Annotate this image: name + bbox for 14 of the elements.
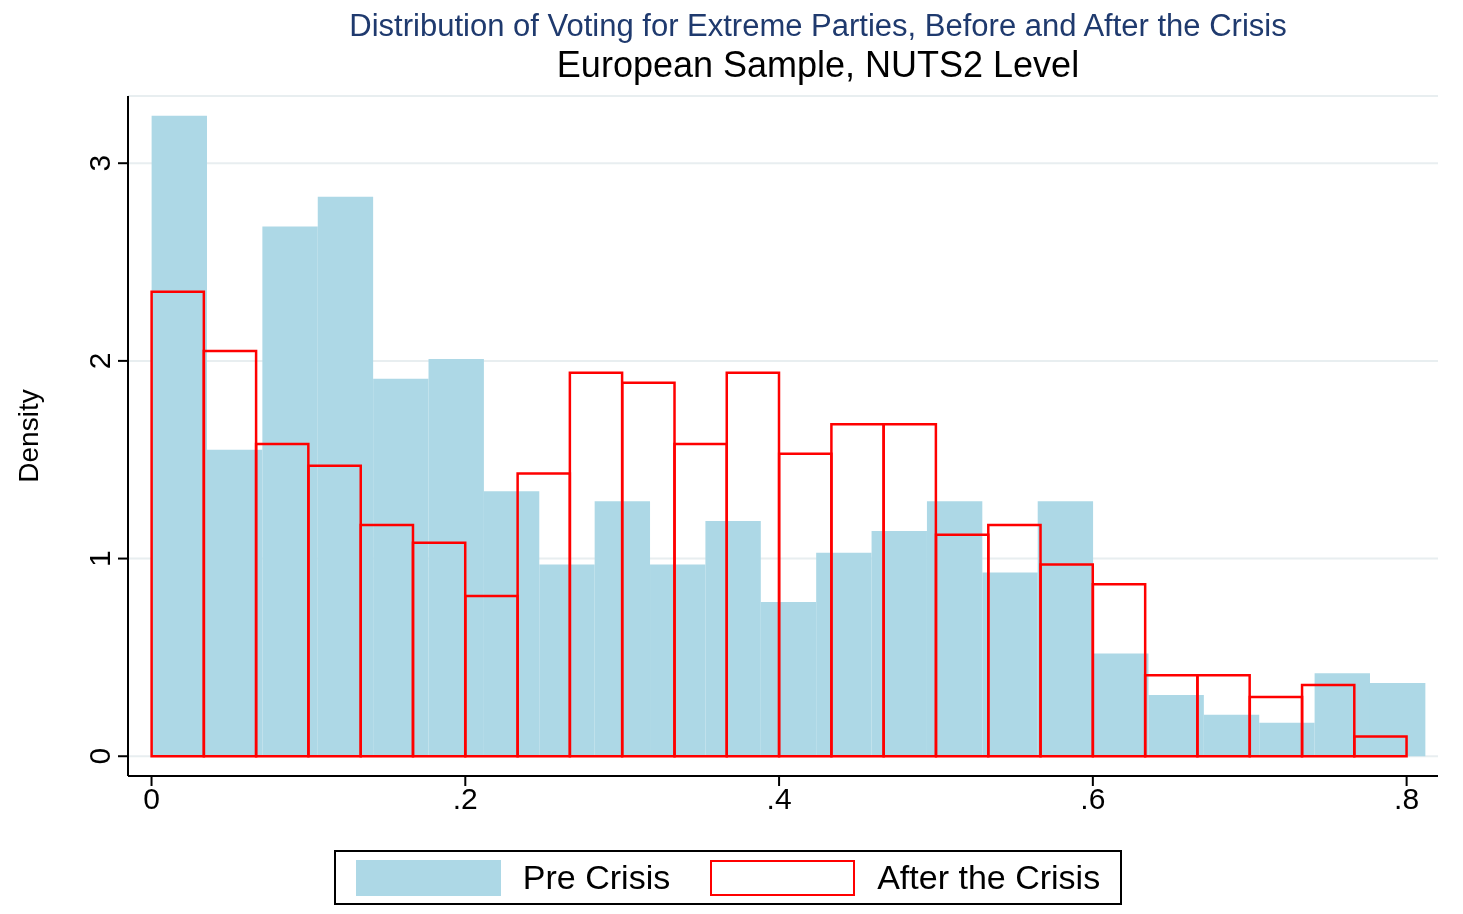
y-axis-title: Density — [12, 389, 44, 483]
x-tick-label: .2 — [452, 782, 478, 816]
legend-label: After the Crisis — [877, 858, 1101, 897]
x-tick-label: .8 — [1394, 782, 1420, 816]
y-tick-label: 1 — [83, 550, 116, 567]
y-tick-label: 0 — [83, 747, 116, 765]
chart-title: Distribution of Voting for Extreme Parties, Before and After the Crisis — [348, 8, 1288, 44]
x-tick-label: .4 — [766, 782, 792, 816]
y-tick-label: 3 — [83, 154, 116, 172]
x-tick-label: 0 — [143, 782, 160, 816]
legend-label: Pre Crisis — [522, 858, 671, 897]
chart-subtitle: European Sample, NUTS2 Level — [555, 44, 1081, 86]
y-tick-label: 2 — [83, 352, 116, 370]
x-tick-label: .6 — [1080, 782, 1106, 816]
